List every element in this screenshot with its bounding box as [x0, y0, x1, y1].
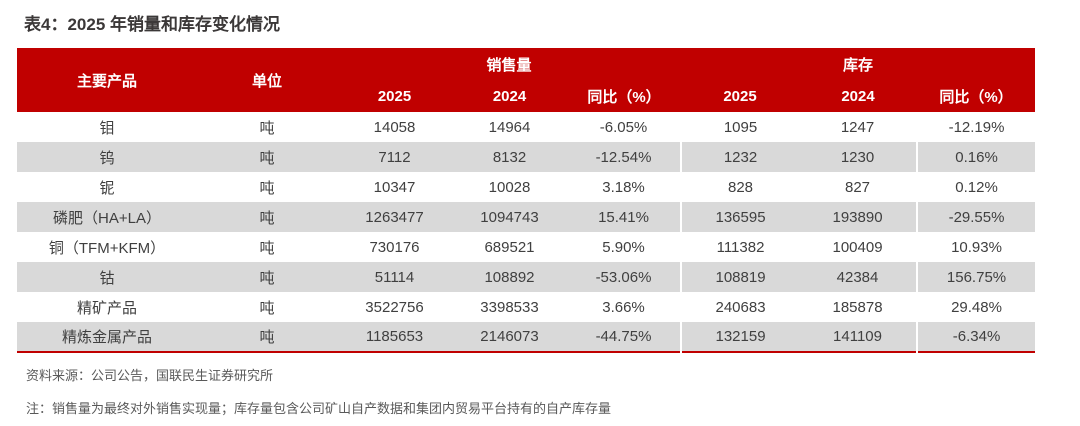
- cell-unit: 吨: [197, 232, 337, 262]
- cell-syoy: 3.18%: [567, 172, 682, 202]
- cell-product: 铜（TFM+KFM）: [17, 232, 197, 262]
- cell-syoy: -44.75%: [567, 322, 682, 352]
- header-sales-yoy: 同比（%）: [567, 80, 682, 112]
- data-note: 注：销售量为最终对外销售实现量；库存量包含公司矿山自产数据和集团内贸易平台持有的…: [26, 401, 612, 416]
- table-header: 主要产品 单位 销售量 库存 2025 2024 同比（%） 2025 2024…: [17, 48, 1036, 112]
- cell-s2024: 689521: [452, 232, 567, 262]
- cell-iyoy: 0.16%: [916, 142, 1036, 172]
- cell-s2025: 7112: [337, 142, 452, 172]
- cell-i2025: 108819: [680, 262, 800, 292]
- cell-iyoy: 10.93%: [916, 232, 1036, 262]
- cell-i2024: 42384: [799, 262, 918, 292]
- cell-product: 精炼金属产品: [17, 322, 197, 352]
- cell-unit: 吨: [197, 202, 337, 232]
- cell-s2024: 8132: [452, 142, 567, 172]
- cell-unit: 吨: [197, 292, 337, 322]
- cell-s2024: 1094743: [452, 202, 567, 232]
- table-row: 铜（TFM+KFM）吨 730176 689521 5.90% 111382 100409…: [17, 232, 1036, 262]
- header-sales-group: 销售量: [337, 48, 682, 80]
- cell-product: 磷肥（HA+LA）: [17, 202, 197, 232]
- cell-iyoy: -12.19%: [916, 112, 1036, 142]
- cell-product: 钴: [17, 262, 197, 292]
- cell-unit: 吨: [197, 322, 337, 352]
- cell-product: 钼: [17, 112, 197, 142]
- cell-s2024: 3398533: [452, 292, 567, 322]
- header-product: 主要产品: [17, 48, 197, 112]
- cell-s2025: 51114: [337, 262, 452, 292]
- table-row: 精矿产品吨 3522756 3398533 3.66% 240683 185878 29.4…: [17, 292, 1036, 322]
- cell-i2025: 240683: [680, 292, 800, 322]
- header-year-row: 2025 2024 同比（%） 2025 2024 同比（%）: [17, 80, 1036, 112]
- cell-i2024: 141109: [799, 322, 918, 352]
- table-row: 钴吨 51114 108892 -53.06% 108819 42384 156.75%: [17, 262, 1036, 292]
- cell-s2025: 10347: [337, 172, 452, 202]
- cell-i2024: 100409: [799, 232, 918, 262]
- cell-syoy: -12.54%: [567, 142, 682, 172]
- cell-s2025: 1263477: [337, 202, 452, 232]
- cell-i2025: 1232: [680, 142, 800, 172]
- table-row: 钨吨 7112 8132 -12.54% 1232 1230 0.16%: [17, 142, 1036, 172]
- header-inventory-group: 库存: [681, 48, 1036, 80]
- cell-s2025: 3522756: [337, 292, 452, 322]
- cell-product: 精矿产品: [17, 292, 197, 322]
- cell-product: 铌: [17, 172, 197, 202]
- cell-s2024: 10028: [452, 172, 567, 202]
- table-row: 精炼金属产品吨 1185653 2146073 -44.75% 132159 141109…: [17, 322, 1036, 352]
- cell-i2024: 193890: [799, 202, 918, 232]
- cell-s2024: 14964: [452, 112, 567, 142]
- cell-i2025: 132159: [680, 322, 800, 352]
- source-note: 资料来源：公司公告，国联民生证券研究所: [26, 368, 274, 383]
- cell-i2024: 1247: [799, 112, 918, 142]
- cell-syoy: -53.06%: [567, 262, 682, 292]
- cell-syoy: 5.90%: [567, 232, 682, 262]
- table-body: 钼吨 14058 14964 -6.05% 1095 1247 -12.19% 钨吨 7112 8…: [17, 112, 1036, 352]
- table-row: 钼吨 14058 14964 -6.05% 1095 1247 -12.19%: [17, 112, 1036, 142]
- cell-i2025: 828: [680, 172, 800, 202]
- cell-syoy: 3.66%: [567, 292, 682, 322]
- header-inventory-2024: 2024: [799, 80, 918, 112]
- table-title: 表4：2025 年销量和库存变化情况: [24, 15, 280, 34]
- cell-iyoy: 156.75%: [916, 262, 1036, 292]
- cell-syoy: -6.05%: [567, 112, 682, 142]
- cell-unit: 吨: [197, 262, 337, 292]
- cell-iyoy: 0.12%: [916, 172, 1036, 202]
- cell-product: 钨: [17, 142, 197, 172]
- header-group-row: 主要产品 单位 销售量 库存: [17, 48, 1036, 112]
- cell-syoy: 15.41%: [567, 202, 682, 232]
- cell-unit: 吨: [197, 172, 337, 202]
- header-sales-2024: 2024: [452, 80, 567, 112]
- header-unit: 单位: [197, 48, 337, 112]
- sales-inventory-table: 主要产品 单位 销售量 库存 2025 2024 同比（%） 2025 2024…: [17, 48, 1036, 353]
- cell-s2024: 108892: [452, 262, 567, 292]
- cell-i2024: 827: [799, 172, 918, 202]
- cell-s2025: 730176: [337, 232, 452, 262]
- table-row: 磷肥（HA+LA）吨 1263477 1094743 15.41% 136595 1938…: [17, 202, 1036, 232]
- header-inventory-2025: 2025: [681, 80, 800, 112]
- cell-i2025: 136595: [680, 202, 800, 232]
- cell-i2025: 1095: [680, 112, 800, 142]
- cell-i2025: 111382: [680, 232, 800, 262]
- cell-i2024: 185878: [799, 292, 918, 322]
- cell-i2024: 1230: [799, 142, 918, 172]
- cell-unit: 吨: [197, 142, 337, 172]
- header-inventory-yoy: 同比（%）: [917, 80, 1036, 112]
- table-row: 铌吨 10347 10028 3.18% 828 827 0.12%: [17, 172, 1036, 202]
- cell-iyoy: 29.48%: [916, 292, 1036, 322]
- cell-iyoy: -6.34%: [916, 322, 1036, 352]
- cell-s2025: 1185653: [337, 322, 452, 352]
- cell-iyoy: -29.55%: [916, 202, 1036, 232]
- header-sales-2025: 2025: [337, 80, 452, 112]
- cell-s2025: 14058: [337, 112, 452, 142]
- cell-s2024: 2146073: [452, 322, 567, 352]
- cell-unit: 吨: [197, 112, 337, 142]
